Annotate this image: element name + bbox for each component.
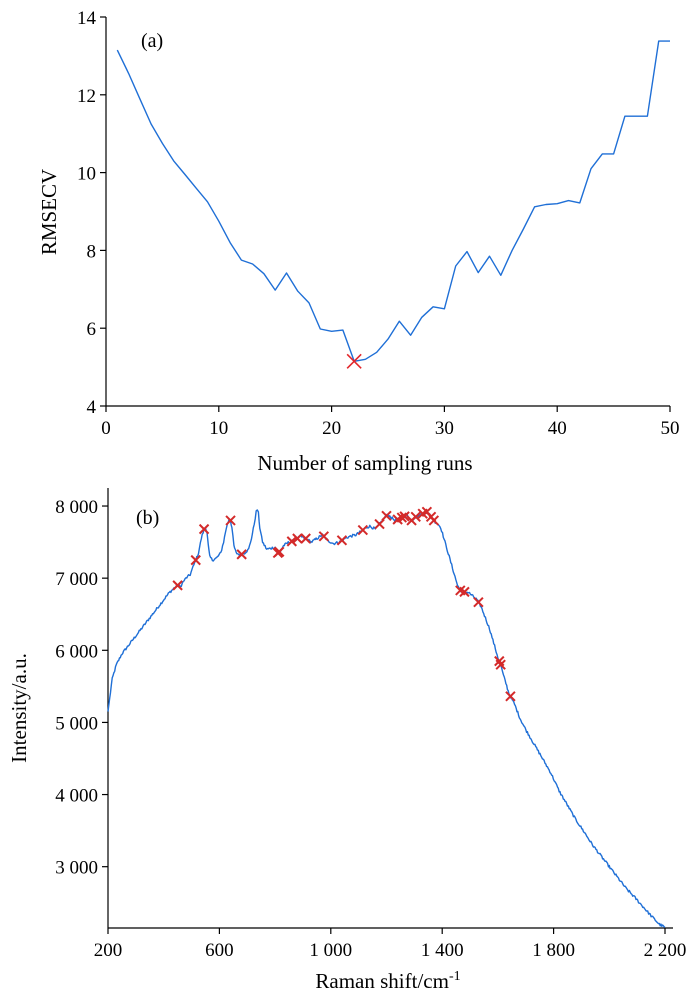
panel-a-minimum-cross-stroke-2 [346, 353, 362, 369]
panel-b-selected-cross [225, 515, 236, 526]
panel-b-y-tick-label: 3 000 [55, 858, 98, 879]
panel-b-selected-cross-stroke-2 [190, 554, 201, 566]
panel-b-selected-cross-stroke-2 [428, 515, 440, 526]
panel-b-selected-cross-stroke-2 [236, 549, 247, 560]
panel-b-selected-cross [495, 659, 506, 670]
panel-a-x-tick-label: 20 [322, 418, 341, 439]
panel-b-selected-cross [410, 511, 421, 523]
panel-b-x-tick-label: 2 200 [644, 940, 687, 961]
panel-b-y-tick-label: 4 000 [55, 786, 98, 807]
panel-b-selected-cross [172, 580, 183, 591]
panel-b-selected-cross-stroke-2 [300, 533, 311, 544]
panel-b-selected-cross-stroke-2 [357, 524, 369, 536]
panel-b-label: (b) [136, 507, 159, 529]
panel-b-selected-cross [505, 691, 516, 702]
panel-b-selected-cross-stroke-2 [495, 659, 506, 670]
panel-b-selected-cross-stroke-2 [274, 546, 285, 558]
panel-b-selected-cross-stroke-2 [172, 580, 183, 591]
panel-b-y-tick-label: 5 000 [55, 713, 98, 734]
panel-b-x-tick-label: 200 [94, 940, 123, 961]
panel-b-y-tick-label: 7 000 [55, 569, 98, 590]
panel-a-y-tick-label: 4 [87, 397, 97, 418]
panel-b-selected-cross [190, 554, 201, 566]
panel-a-y-ticks: 4 6 8 10 12 14 [77, 8, 106, 418]
panel-b-selected-cross [399, 511, 410, 522]
chart-panel-b: 200 600 1 000 1 400 1 800 2 200 3 000 4 000 5 0… [7, 488, 686, 993]
panel-a-x-tick-label: 50 [661, 418, 680, 439]
panel-b-selected-cross [381, 510, 392, 521]
panel-a-y-tick-label: 10 [77, 164, 96, 185]
panel-b-selected-cross-stroke-2 [336, 535, 348, 546]
panel-b-selected-cross-stroke-2 [292, 533, 303, 544]
panel-b-y-tick-label: 6 000 [55, 641, 98, 662]
panel-b-x-tick-label: 600 [205, 940, 234, 961]
panel-a-minimum-marker [346, 353, 362, 369]
panel-b-selected-markers [172, 506, 516, 702]
panel-a-y-tick-label: 14 [77, 8, 97, 29]
panel-a-y-tick-label: 8 [87, 241, 97, 262]
panel-b-selected-cross [357, 524, 369, 536]
panel-b-x-tick-label: 1 400 [421, 940, 464, 961]
panel-a-x-tick-label: 40 [548, 418, 567, 439]
panel-b-selected-cross-stroke-2 [459, 586, 470, 598]
panel-a-y-tick-label: 6 [87, 319, 97, 340]
panel-b-selected-cross-stroke-2 [286, 536, 298, 547]
panel-b-selected-cross [473, 597, 484, 608]
panel-b-selected-cross-stroke-2 [421, 506, 433, 518]
panel-a-label: (a) [141, 30, 163, 52]
panel-a-x-tick-label: 0 [101, 418, 111, 439]
panel-b-selected-cross [274, 546, 285, 558]
panel-b-selected-cross [292, 533, 303, 544]
panel-b-selected-cross [428, 515, 440, 526]
panel-b-x-tick-label: 1 800 [532, 940, 575, 961]
panel-a-minimum-cross [346, 353, 362, 369]
panel-b-selected-cross-stroke-2 [374, 518, 385, 530]
panel-b-selected-cross-stroke-2 [198, 523, 210, 535]
panel-b-y-axis-title: Intensity/a.u. [7, 653, 31, 763]
panel-b-selected-cross [396, 512, 408, 523]
panel-a-rmsecv-line [116, 40, 670, 362]
panel-b-selected-cross [198, 523, 210, 535]
panel-b-y-ticks: 3 000 4 000 5 000 6 000 7 000 8 000 [55, 497, 108, 879]
panel-b-selected-cross-stroke-2 [505, 691, 516, 702]
panel-b-x-axis-title-text: Raman shift/cm [315, 969, 449, 993]
panel-b-selected-cross [318, 531, 330, 542]
panel-b-selected-cross [286, 536, 298, 547]
panel-b-selected-cross-stroke-2 [225, 515, 236, 526]
panel-b-selected-cross-stroke-2 [473, 597, 484, 608]
panel-a-y-axis-title: RMSECV [37, 169, 61, 255]
chart-panel-a: 0 10 20 30 40 50 4 6 8 10 12 14 (a) Number of samp… [37, 8, 680, 475]
panel-a-x-tick-label: 30 [435, 418, 454, 439]
panel-b-selected-cross-stroke-2 [410, 511, 421, 523]
panel-a-x-ticks: 0 10 20 30 40 50 [101, 406, 680, 439]
panel-a-y-tick-label: 12 [77, 86, 96, 107]
panel-b-selected-cross [374, 518, 385, 530]
panel-b-selected-cross [300, 533, 311, 544]
panel-b-selected-cross [459, 586, 470, 598]
panel-b-selected-cross-stroke-2 [396, 512, 408, 523]
panel-b-selected-cross [336, 535, 348, 546]
panel-b-y-tick-label: 8 000 [55, 497, 98, 518]
panel-b-x-tick-label: 1 000 [309, 940, 352, 961]
panel-b-spectrum-line [107, 509, 666, 928]
panel-b-selected-cross-stroke-2 [399, 511, 410, 522]
panel-b-selected-cross-stroke-2 [318, 531, 330, 542]
panel-b-selected-cross-stroke-2 [455, 585, 466, 596]
panel-a-x-axis-title: Number of sampling runs [257, 451, 472, 475]
panel-b-x-axis-title: Raman shift/cm-1 [315, 969, 460, 993]
panel-a-x-tick-label: 10 [209, 418, 228, 439]
panel-b-selected-cross-stroke-2 [494, 655, 505, 667]
panel-b-selected-cross-stroke-2 [381, 510, 392, 521]
panel-b-selected-cross [236, 549, 247, 560]
panel-b-x-ticks: 200 600 1 000 1 400 1 800 2 200 [94, 928, 687, 961]
panel-b-x-axis-title-superscript: -1 [449, 969, 461, 984]
